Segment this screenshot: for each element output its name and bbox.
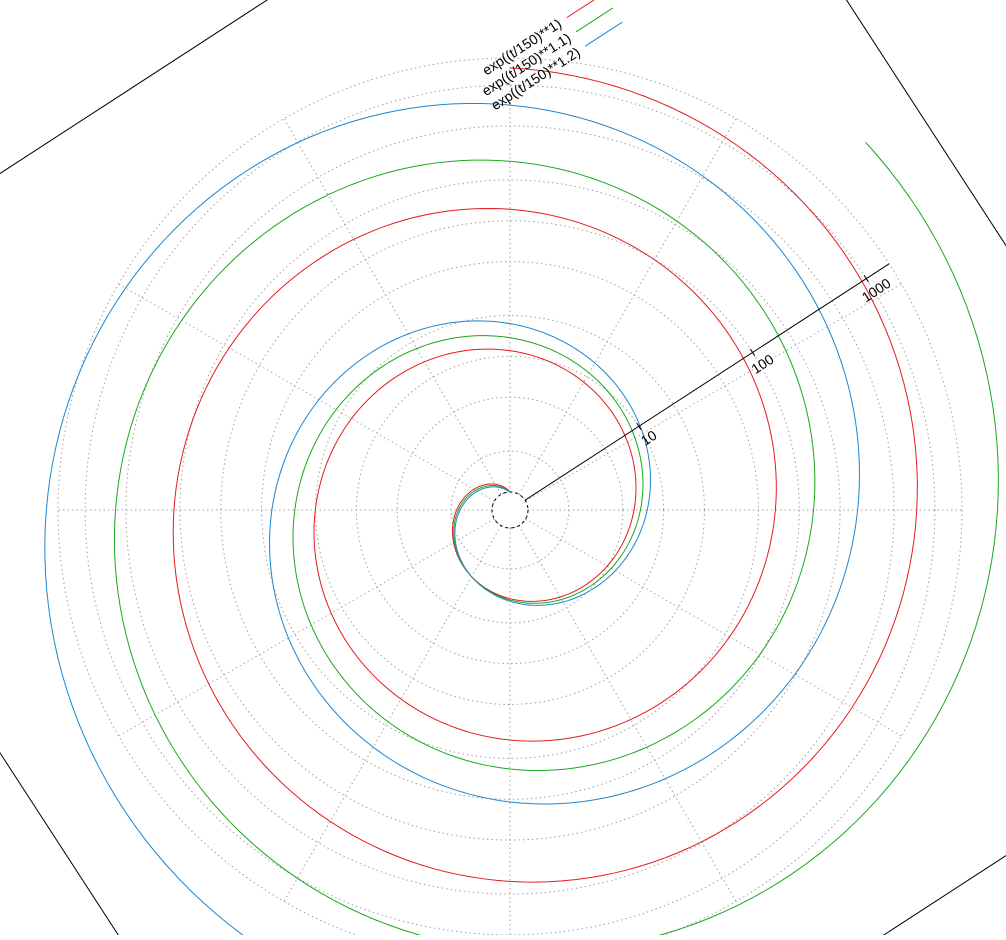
radial-axis: 10 100 1000: [524, 263, 894, 501]
grid-spoke: [518, 118, 737, 495]
radial-tick-label: 1000: [859, 275, 894, 305]
grid-spoke: [283, 525, 502, 902]
grid-spoke: [118, 518, 495, 737]
legend-swatch: [584, 21, 623, 47]
radial-tick-label: 10: [638, 427, 660, 449]
series-line: [44, 102, 860, 940]
grid-spoke: [118, 283, 495, 502]
grid-ring: [220, 220, 800, 800]
series-lines: [44, 67, 999, 940]
series-line: [113, 141, 999, 940]
series-line: [172, 67, 918, 883]
radial-axis-line: [524, 263, 890, 501]
grid-ring: [179, 179, 841, 841]
grid-spoke: [525, 283, 902, 502]
grid-spoke: [518, 525, 737, 902]
grid-ring: [261, 261, 759, 759]
legend-swatch: [575, 7, 614, 33]
grid-ring: [125, 125, 895, 895]
grid-ring: [57, 57, 963, 940]
legend-group: exp((t/150)**1)exp((t/150)**1.1)exp((t/1…: [479, 0, 623, 113]
radial-tick-label: 100: [748, 351, 776, 377]
grid-ring: [355, 355, 665, 665]
legend-swatch: [566, 0, 604, 19]
radial-tick: [749, 348, 756, 357]
radial-tick: [636, 422, 642, 430]
polar-grid: [57, 57, 963, 940]
grid-ring: [396, 396, 624, 624]
inner-origin-circle: [491, 491, 529, 529]
grid-spoke: [283, 118, 502, 495]
grid-spoke: [525, 518, 902, 737]
legend: exp((t/150)**1)exp((t/150)**1.1)exp((t/1…: [479, 0, 623, 113]
radial-tick: [863, 274, 869, 283]
